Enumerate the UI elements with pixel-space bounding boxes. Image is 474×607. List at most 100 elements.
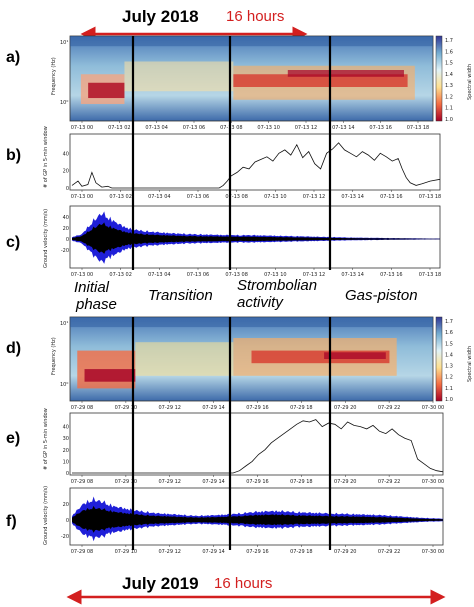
- velocity-2018-yticks: -20 0 20 40: [61, 215, 69, 254]
- panel-letter-a: a): [6, 49, 20, 66]
- colorbar-2019-bar: [435, 316, 443, 402]
- gp-count-2018-xtick-tick-label: 07-13 02: [109, 194, 131, 200]
- velocity-2018-xtick-tick-label: 07-13 02: [109, 272, 131, 278]
- colorbar-2018-tick: 1.4: [445, 72, 453, 78]
- gp-count-2019-xtick-tick-label: 07-29 16: [246, 479, 268, 485]
- spectrogram-2018-xtick-tick-label: 07-13 08: [220, 125, 242, 131]
- header-top: July 2018 16 hours: [80, 7, 308, 42]
- phase-labels: Initial phase Transition Strombolian act…: [74, 277, 418, 313]
- velocity-2019-xtick-tick-label: 07-29 20: [334, 549, 356, 555]
- velocity-2018-signal: [72, 222, 440, 254]
- colorbar-2019-ticks: 1.7 1.6 1.5 1.4 1.3 1.2 1.1 1.0: [445, 319, 453, 403]
- gp-count-2019-xtick-tick-label: 07-29 20: [334, 479, 356, 485]
- phase-gaspiston: Gas-piston: [345, 287, 418, 304]
- gp-count-2019-ylabel: # of GP in 5-min window: [43, 408, 49, 470]
- gp-count-2018-xtick-tick-label: 07-13 18: [419, 194, 441, 200]
- colorbar-2018-bar: [435, 35, 443, 122]
- colorbar-2019-label: Spectral width: [467, 346, 473, 382]
- colorbar-2018-tick: 1.0: [445, 117, 453, 123]
- gp-count-2018-xtick-tick-label: 07-13 06: [187, 194, 209, 200]
- spectrogram-2019-band: [324, 352, 386, 359]
- gp-count-2018-xtick-tick-label: 07-13 00: [71, 194, 93, 200]
- colorbar-2019-tick: 1.3: [445, 364, 453, 370]
- velocity-2019-ytick: 20: [63, 502, 69, 508]
- colorbar-2018-tick: 1.2: [445, 94, 453, 100]
- velocity-2018-xtick-tick-label: 07-13 06: [187, 272, 209, 278]
- spectrogram-2018-band: [287, 70, 404, 77]
- gp-count-2018-xtick-tick-label: 07-13 04: [148, 194, 170, 200]
- gp-count-2019-ytick: 0: [66, 471, 69, 477]
- gp-count-2019-frame: [69, 412, 444, 476]
- velocity-2019-ytick: -20: [61, 534, 69, 540]
- gp-count-2018-yticks: 0 20 40: [63, 151, 69, 192]
- spectrogram-2018-xtick-tick-label: 07-13 16: [369, 125, 391, 131]
- header-bottom-duration: 16 hours: [214, 575, 272, 592]
- velocity-2019-ytick: 0: [66, 518, 69, 524]
- panel-letter-d: d): [6, 340, 21, 357]
- panel-letter-b: b): [6, 147, 21, 164]
- gp-count-2018-xtick-tick-label: 07-13 16: [380, 194, 402, 200]
- spectrogram-2019-ytick-high: 10¹: [60, 321, 68, 327]
- spectrogram-2018-band: [233, 74, 408, 87]
- gp-count-2019: # of GP in 5-min window 0 10 20 30 40 07-29 …: [43, 408, 444, 485]
- spectrogram-2018-xtick-tick-label: 07-13 10: [257, 125, 279, 131]
- header-top-duration: 16 hours: [226, 8, 284, 25]
- velocity-2019-xtick-tick-label: 07-29 14: [202, 549, 224, 555]
- spectrogram-2019-ylabel: Frequency (Hz): [51, 337, 57, 375]
- phase-strombolian-line1: Strombolian: [237, 277, 317, 294]
- velocity-2019-xtick-tick-label: 07-29 18: [290, 549, 312, 555]
- gp-count-2019-yticks: 0 10 20 30 40: [63, 425, 69, 477]
- velocity-2019-xtick-tick-label: 07-29 08: [71, 549, 93, 555]
- velocity-2019-xtick-tick-label: 07-29 10: [115, 549, 137, 555]
- spectrogram-2018-xtick-tick-label: 07-13 04: [145, 125, 167, 131]
- colorbar-2019-tick: 1.0: [445, 397, 453, 403]
- colorbar-2018-tick: 1.7: [445, 38, 453, 44]
- gp-count-2018-xtick-tick-label: 07-13 14: [341, 194, 363, 200]
- gp-count-2018-xticks: 07-13 00 07-13 02 07-13 04 07-13 06 07-13 08…: [71, 190, 441, 200]
- velocity-2018-ytick: 40: [63, 215, 69, 221]
- spectrogram-2019-band: [70, 317, 433, 328]
- spectrogram-2018-band: [70, 36, 433, 47]
- velocity-2019-signal: [72, 505, 443, 533]
- velocity-2019-xtick-tick-label: 07-29 16: [246, 549, 268, 555]
- spectrogram-2019-ytick-low: 10⁰: [60, 382, 68, 388]
- velocity-2018-ytick: 0: [66, 237, 69, 243]
- spectrogram-2019-xtick-tick-label: 07-30 00: [422, 405, 444, 411]
- velocity-2018-ylabel: Ground velocity (mm/s): [43, 209, 49, 268]
- spectrogram-2018-xticks: 07-13 00 07-13 02 07-13 04 07-13 06 07-13 08…: [71, 121, 429, 131]
- spectrogram-2018-ytick-high: 10¹: [60, 40, 68, 46]
- phase-initial-line1: Initial: [74, 279, 110, 296]
- colorbar-2019-tick: 1.4: [445, 352, 453, 358]
- gp-count-2019-xtick-tick-label: 07-29 08: [71, 479, 93, 485]
- gp-count-2019-xtick-tick-label: 07-29 12: [159, 479, 181, 485]
- spectrogram-2018-ylabel: Frequency (Hz): [51, 57, 57, 95]
- spectrogram-2018: Frequency (Hz) 10¹ 10⁰ 07-13 00 07-13 02 0…: [51, 35, 434, 131]
- velocity-2018-xticks: 07-13 00 07-13 02 07-13 04 07-13 06 07-13 08…: [71, 268, 441, 278]
- velocity-2019-yticks: -20 0 20: [61, 502, 69, 540]
- spectrogram-2019-bands: [70, 317, 433, 389]
- gp-count-2018-series: [71, 142, 441, 189]
- phase-separators: [131, 36, 332, 550]
- gp-count-2018-ytick: 40: [63, 151, 69, 157]
- spectrogram-2018-xtick-tick-label: 07-13 06: [183, 125, 205, 131]
- velocity-2018-xtick-tick-label: 07-13 14: [341, 272, 363, 278]
- spectrogram-2018-band: [88, 82, 125, 99]
- gp-count-2019-xtick-tick-label: 07-30 00: [422, 479, 444, 485]
- spectrogram-2018-xtick-tick-label: 07-13 18: [407, 125, 429, 131]
- velocity-2019-xtick-tick-label: 07-29 12: [159, 549, 181, 555]
- gp-count-2019-xticks: 07-29 08 07-29 10 07-29 12 07-29 14 07-29 16…: [71, 475, 444, 485]
- phase-strombolian-line2: activity: [237, 294, 284, 311]
- gp-count-2019-xtick-tick-label: 07-29 14: [202, 479, 224, 485]
- velocity-2018-xtick-tick-label: 07-13 08: [225, 272, 247, 278]
- colorbar-2018: 1.7 1.6 1.5 1.4 1.3 1.2 1.1 1.0 Spectral width: [435, 35, 473, 123]
- gp-count-2019-ytick: 30: [63, 436, 69, 442]
- colorbar-2019-tick: 1.2: [445, 375, 453, 381]
- colorbar-2018-tick: 1.3: [445, 83, 453, 89]
- colorbar-2018-label: Spectral width: [467, 64, 473, 100]
- gp-count-2018-xtick-tick-label: 07-13 08: [225, 194, 247, 200]
- gp-count-2019-ytick: 20: [63, 448, 69, 454]
- spectrogram-2019: Frequency (Hz) 10¹ 10⁰ 07-29 08 07-29 10 0…: [51, 316, 444, 411]
